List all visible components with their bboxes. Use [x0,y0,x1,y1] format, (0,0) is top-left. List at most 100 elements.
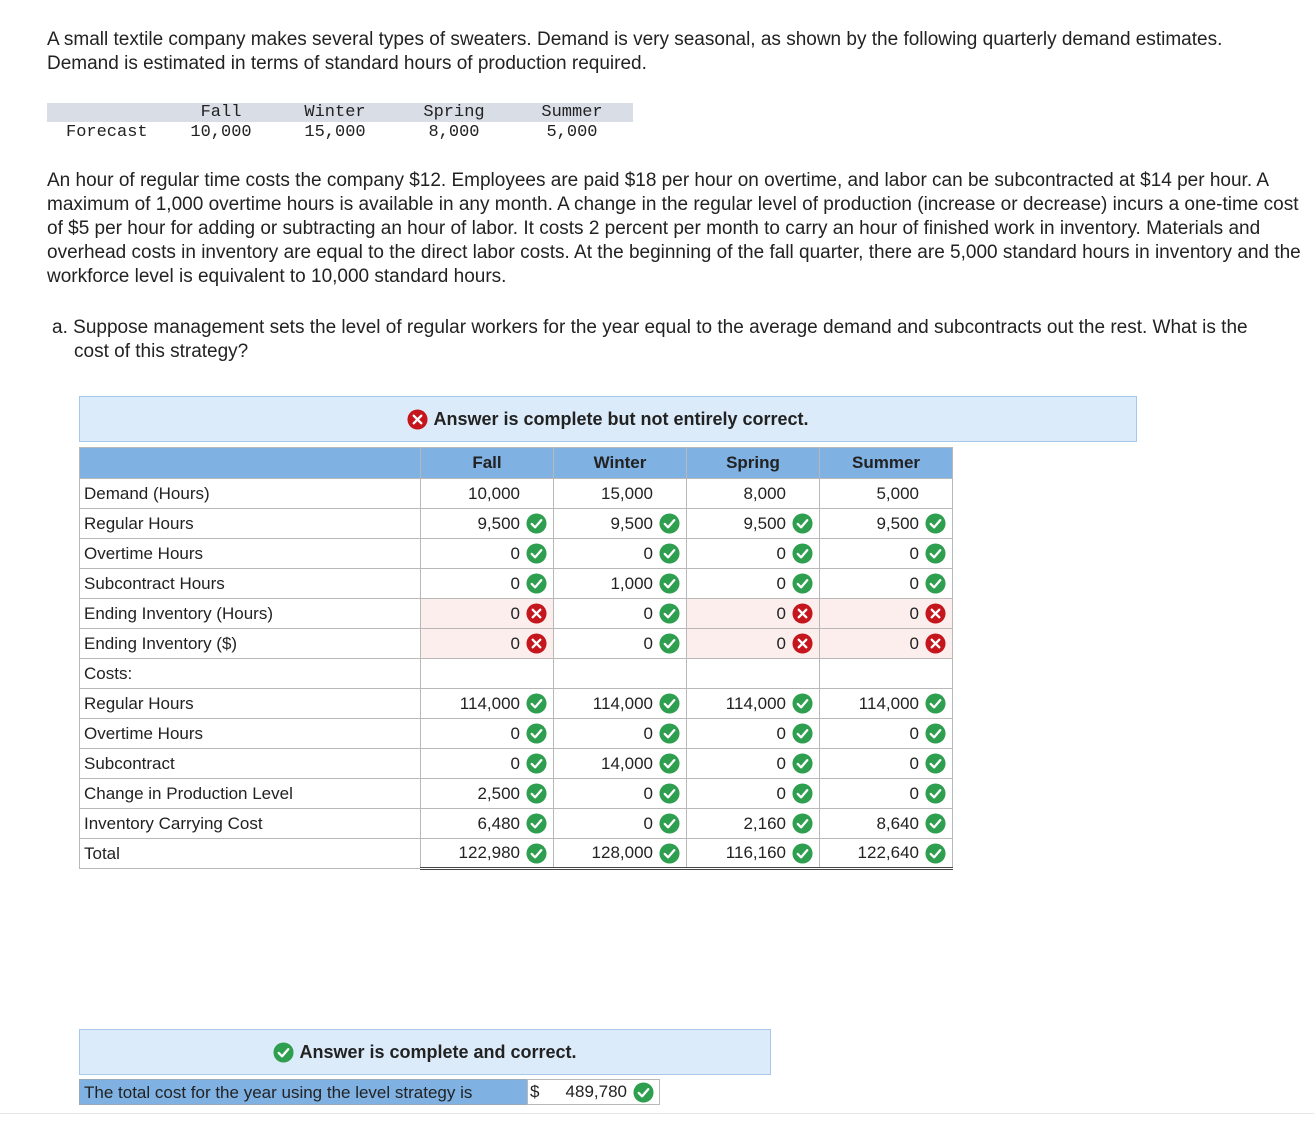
value-cell: 0 [686,568,820,599]
cell-content: 0 [820,633,952,654]
correct-icon [659,603,680,624]
banner-text: Answer is complete and correct. [299,1041,577,1062]
cell-content: 0 [554,633,686,654]
correct-icon [659,573,680,594]
cell-value: 15,000 [601,483,653,503]
cell-content: 0 [687,573,819,594]
value-cell: 0 [819,748,953,779]
cell-content: 0 [421,633,553,654]
correct-icon [659,723,680,744]
cell-content: 114,000 [421,693,553,714]
correct-icon [659,753,680,774]
cell-value: 9,500 [743,513,786,533]
cell-value: 122,980 [458,843,520,862]
result-banner: Answer is complete but not entirely corr… [79,396,1137,442]
cell-value: 0 [643,813,653,833]
value-cell: 0 [819,628,953,659]
correct-icon [792,783,813,804]
value-cell: 0 [553,628,687,659]
cell-value: 0 [510,753,520,773]
row-label: Demand (Hours) [79,478,421,509]
forecast-table: Fall 10,000 Winter 15,000 Spring 8,000 Summer 5… [47,103,647,147]
cell-value: 0 [643,603,653,623]
value-cell: 5,000 [819,478,953,509]
cell-content: 10,000 [421,484,553,504]
cell-value: 0 [510,543,520,563]
cell-value: 122,640 [857,843,919,862]
incorrect-icon [792,603,813,624]
cell-value: 114,000 [858,693,919,713]
row-label: Change in Production Level [79,778,421,809]
value-cell: 0 [420,538,554,569]
value-cell: 0 [686,748,820,779]
answer-table: Fall Winter Spring Summer Demand (Hours) 10,0… [79,447,953,870]
cell-content: 0 [820,753,952,774]
correct-icon [659,813,680,834]
cell-content: 0 [687,723,819,744]
table-row: Subcontract 0 14,000 0 0 [79,748,953,779]
cell-content: 0 [687,603,819,624]
incorrect-icon [407,408,428,430]
value-cell: 2,160 [686,808,820,839]
cell-content: 0 [820,573,952,594]
value-cell: 2,500 [420,778,554,809]
correct-icon [925,842,946,864]
correct-icon [526,842,547,864]
value-cell [819,658,953,689]
correct-icon [792,813,813,834]
correct-icon [792,723,813,744]
divider [0,1113,1314,1114]
cell-value: 0 [909,753,919,773]
row-label: Ending Inventory (Hours) [79,598,421,629]
correct-icon [659,513,680,534]
cell-value: 114,000 [592,693,653,713]
table-row: Inventory Carrying Cost 6,480 0 2,160 8,640 [79,808,953,839]
cell-value: 6,480 [477,813,520,833]
question-label: a. [52,317,68,338]
value-cell: 0 [686,598,820,629]
value-cell: 9,500 [686,508,820,539]
correct-icon [925,723,946,744]
row-label: Overtime Hours [79,538,421,569]
cell-content: 0 [421,723,553,744]
question-text: Suppose management sets the level of reg… [73,317,1248,362]
value-cell: 114,000 [553,688,687,719]
correct-icon [659,543,680,564]
forecast-value: 10,000 [190,123,252,142]
correct-icon [659,783,680,804]
value-cell: 0 [686,718,820,749]
value-cell: 9,500 [553,508,687,539]
cell-content: 114,000 [687,693,819,714]
cell-value: 0 [909,783,919,803]
value-cell: 0 [553,538,687,569]
cell-value: 0 [909,573,919,593]
cell-content: 15,000 [554,484,686,504]
cell-content: 0 [820,723,952,744]
correct-icon [526,543,547,564]
cell-value: 0 [909,603,919,623]
row-label: Total [79,838,421,869]
value-cell: 116,160 [686,838,820,870]
value-cell [686,658,820,689]
correct-icon [526,723,547,744]
cell-value: 0 [909,723,919,743]
value-cell: 0 [686,538,820,569]
correct-icon [273,1041,294,1063]
cell-value: 9,500 [477,513,520,533]
cell-content: 0 [421,543,553,564]
table-row: Demand (Hours) 10,000 15,000 8,000 5,000 [79,478,953,509]
table-row: Total 122,980 128,000 116,160 122,640 [79,838,953,870]
value-cell: 9,500 [420,508,554,539]
cell-value: 0 [510,573,520,593]
cell-content: 114,000 [820,693,952,714]
cell-value: 9,500 [610,513,653,533]
correct-icon [925,513,946,534]
summary-answer: $489,780 [527,1079,660,1105]
cell-content: 0 [554,813,686,834]
value-cell: 0 [420,568,554,599]
table-row: Regular Hours 9,500 9,500 9,500 9,500 [79,508,953,539]
forecast-value: 8,000 [428,123,480,142]
incorrect-icon [925,633,946,654]
correct-icon [792,693,813,714]
value-cell: 0 [819,568,953,599]
